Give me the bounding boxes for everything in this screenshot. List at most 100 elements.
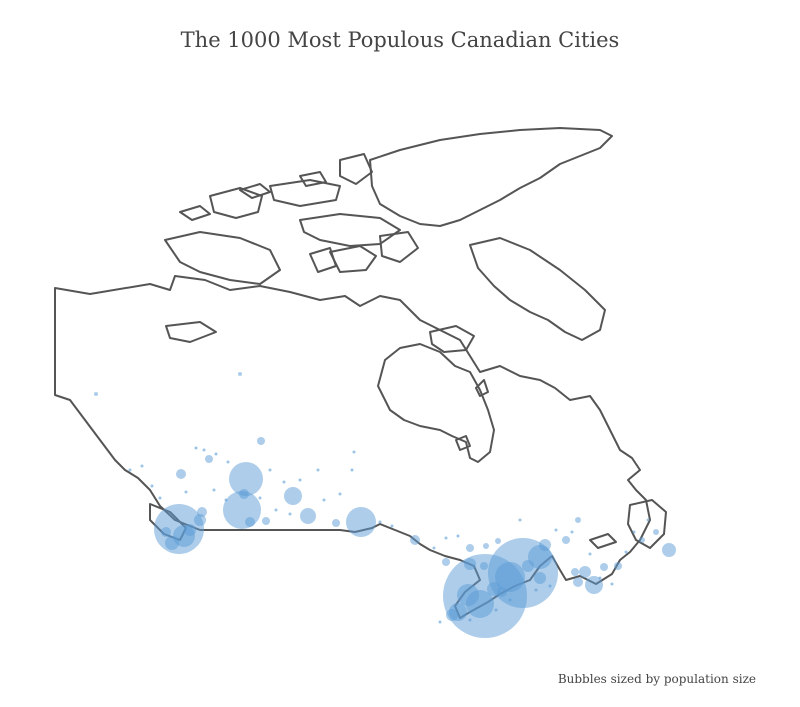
city-bubble-moncton	[579, 566, 591, 578]
city-bubble-gander	[653, 529, 659, 535]
city-bubble-st-johns	[662, 543, 676, 557]
city-bubble-victoria	[165, 536, 179, 550]
small-island-3	[179, 205, 211, 221]
town-dot	[646, 518, 650, 522]
town-dot	[456, 534, 460, 538]
town-dot	[158, 496, 162, 500]
city-bubble-sault-ste-marie	[442, 558, 450, 566]
victoria-island-outline	[164, 231, 281, 285]
anticosti-outline	[589, 533, 617, 549]
city-bubble-sept-iles	[575, 517, 581, 523]
town-dot	[444, 536, 448, 540]
town-dot	[508, 598, 512, 602]
city-bubble-regina	[300, 508, 316, 524]
small-island-1	[239, 183, 271, 199]
town-dot	[338, 492, 342, 496]
city-bubble-rimouski	[562, 536, 570, 544]
town-dot	[432, 546, 436, 550]
city-bubble-halifax	[585, 576, 603, 594]
city-bubble-kingston	[497, 587, 507, 597]
city-bubble-kelowna	[194, 514, 206, 526]
city-bubble-nanaimo	[161, 527, 171, 537]
town-dot	[534, 588, 538, 592]
town-dot	[224, 498, 228, 502]
town-dot	[350, 468, 354, 472]
city-bubble-grande-prairie	[205, 455, 213, 463]
town-dot	[202, 448, 206, 452]
town-dot	[390, 524, 394, 528]
town-dot	[226, 460, 230, 464]
town-dot	[288, 512, 292, 516]
banks-island-outline	[209, 187, 263, 219]
town-dot	[494, 608, 498, 612]
city-bubble-quebec-city	[528, 545, 552, 569]
town-dot	[570, 530, 574, 534]
town-dot	[468, 618, 472, 622]
town-dot	[554, 528, 558, 532]
baffin-island-outline	[469, 237, 606, 341]
city-bubble-sudbury	[464, 558, 476, 570]
town-dot	[548, 584, 552, 588]
city-bubble-fort-mcmurray	[257, 437, 265, 445]
city-bubble-corner-brook	[639, 537, 645, 543]
town-dot	[282, 480, 286, 484]
town-dot	[518, 518, 522, 522]
city-bubbles	[94, 372, 676, 638]
melville-island-outline	[269, 179, 341, 207]
city-bubble-medicine-hat	[262, 517, 270, 525]
town-dot	[184, 490, 188, 494]
city-bubble-timmins	[466, 544, 474, 552]
city-bubble-whitehorse	[238, 372, 242, 376]
map-caption: Bubbles sized by population size	[557, 672, 756, 686]
mainland-outline	[54, 275, 651, 619]
devon-island-outline	[299, 213, 401, 247]
city-bubble-ottawa	[495, 562, 525, 592]
city-bubble-sydney-ns	[614, 562, 622, 570]
town-dot	[274, 508, 278, 512]
prince-of-wales-island-outline	[309, 247, 337, 273]
small-island-4	[165, 321, 217, 343]
town-dot	[258, 496, 262, 500]
city-bubble-rouyn-noranda	[483, 543, 489, 549]
town-dot	[322, 498, 326, 502]
town-dot	[632, 530, 636, 534]
country-outline	[54, 127, 667, 619]
map-title: The 1000 Most Populous Canadian Cities	[180, 28, 620, 52]
town-dot	[588, 552, 592, 556]
town-dot	[598, 576, 602, 580]
city-bubble-trois-rivieres	[522, 560, 534, 572]
akimiski-island-outline	[455, 435, 471, 451]
city-bubble-windsor	[446, 609, 458, 621]
hudson-bay-outline	[377, 343, 495, 463]
city-bubble-val-dor	[495, 538, 501, 544]
city-bubble-yellowknife	[94, 392, 98, 396]
town-dot	[214, 452, 218, 456]
city-bubble-red-deer	[239, 489, 249, 499]
town-dot	[150, 484, 154, 488]
town-dot	[624, 550, 628, 554]
town-dot	[268, 468, 272, 472]
city-bubble-thunder-bay	[410, 535, 420, 545]
southampton-island-outline	[429, 325, 475, 353]
city-bubble-charlottetown	[600, 563, 608, 571]
city-bubble-saguenay	[539, 539, 551, 551]
city-bubble-abbotsford	[184, 524, 196, 536]
ellesmere-outline	[369, 127, 613, 227]
small-island-2	[299, 171, 327, 187]
belcher-islands-outline	[475, 379, 489, 397]
city-bubble-north-bay	[480, 562, 488, 570]
town-dot	[212, 488, 216, 492]
city-bubble-edmonton	[229, 462, 263, 496]
axel-heiberg-outline	[339, 153, 373, 185]
town-dot	[438, 620, 442, 624]
town-dot	[194, 446, 198, 450]
small-town-dots	[128, 446, 650, 624]
town-dot	[298, 478, 302, 482]
town-dot	[378, 520, 382, 524]
king-william-island-outline	[329, 245, 377, 273]
newfoundland-outline	[627, 499, 667, 549]
somerset-island-outline	[379, 231, 419, 263]
town-dot	[352, 450, 356, 454]
city-bubble-brandon	[332, 519, 340, 527]
